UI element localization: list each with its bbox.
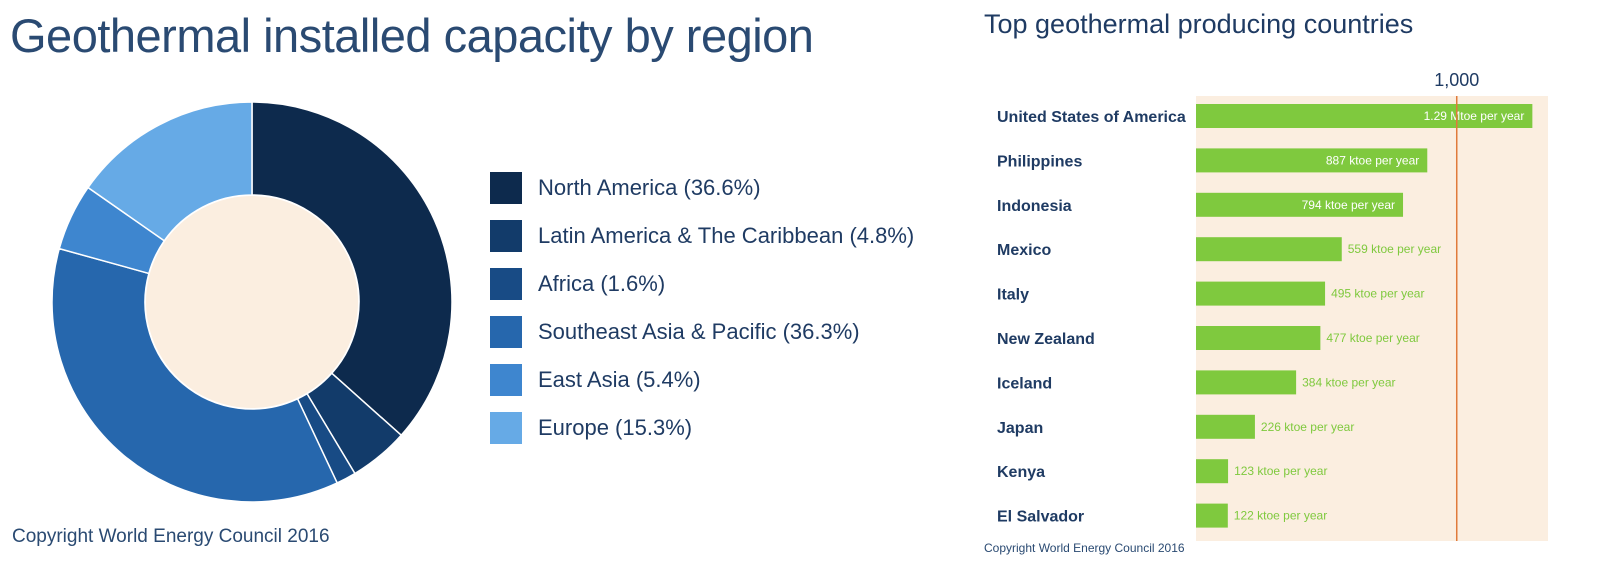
donut-chart — [51, 101, 453, 503]
value-label: 1.29 Mtoe per year — [1424, 109, 1525, 123]
value-label: 384 ktoe per year — [1302, 375, 1395, 389]
donut-chart-title: Geothermal installed capacity by region — [10, 9, 814, 62]
copyright-left: Copyright World Energy Council 2016 — [12, 526, 330, 547]
legend-item: North America (36.6%) — [490, 164, 914, 212]
category-label: Mexico — [997, 242, 1051, 259]
legend-swatch — [490, 268, 522, 300]
legend-item: East Asia (5.4%) — [490, 356, 914, 404]
value-label: 495 ktoe per year — [1331, 287, 1424, 301]
donut-legend: North America (36.6%) Latin America & The… — [490, 164, 914, 452]
legend-swatch — [490, 364, 522, 396]
category-label: Kenya — [997, 464, 1045, 481]
donut-slice — [51, 247, 339, 503]
bar-chart: United States of America 1.29 Mtoe per ye… — [997, 70, 1548, 541]
value-label: 794 ktoe per year — [1302, 198, 1395, 212]
bar — [1196, 503, 1228, 528]
copyright-right: Copyright World Energy Council 2016 — [984, 541, 1185, 555]
legend-item: Europe (15.3%) — [490, 404, 914, 452]
value-label: 559 ktoe per year — [1348, 242, 1441, 256]
value-label: 226 ktoe per year — [1261, 420, 1354, 434]
category-label: Iceland — [997, 375, 1052, 392]
legend-label: North America (36.6%) — [538, 175, 761, 200]
bar — [1196, 192, 1404, 217]
legend-swatch — [490, 412, 522, 444]
legend-label: East Asia (5.4%) — [538, 367, 701, 392]
value-label: 123 ktoe per year — [1234, 464, 1327, 478]
category-label: Italy — [997, 287, 1029, 304]
legend-item: Latin America & The Caribbean (4.8%) — [490, 212, 914, 260]
bar — [1196, 370, 1297, 395]
donut-slice — [86, 101, 253, 242]
donut-hole — [146, 196, 358, 408]
value-label: 887 ktoe per year — [1326, 153, 1419, 167]
bar-chart-title: Top geothermal producing countries — [984, 9, 1414, 39]
bar — [1196, 148, 1428, 173]
category-label: New Zealand — [997, 331, 1095, 348]
bar — [1196, 459, 1229, 484]
bar — [1196, 414, 1255, 439]
legend-swatch — [490, 220, 522, 252]
value-label: 122 ktoe per year — [1234, 509, 1327, 523]
category-label: Philippines — [997, 153, 1082, 170]
bar — [1196, 326, 1321, 350]
legend-swatch — [490, 172, 522, 204]
legend-item: Africa (1.6%) — [490, 260, 914, 308]
bar — [1196, 237, 1342, 262]
legend-item: Southeast Asia & Pacific (36.3%) — [490, 308, 914, 356]
bar — [1196, 104, 1533, 128]
bar — [1196, 281, 1326, 306]
legend-label: Africa (1.6%) — [538, 271, 666, 296]
legend-label: Europe (15.3%) — [538, 415, 693, 440]
value-label: 477 ktoe per year — [1326, 331, 1419, 345]
category-label: Japan — [997, 420, 1043, 437]
category-label: United States of America — [997, 109, 1186, 126]
legend-label: Latin America & The Caribbean (4.8%) — [538, 223, 915, 248]
category-label: El Salvador — [997, 509, 1084, 526]
legend-label: Southeast Asia & Pacific (36.3%) — [538, 319, 860, 344]
reference-line-label: 1,000 — [1434, 70, 1479, 90]
donut-slice — [251, 101, 453, 437]
category-label: Indonesia — [997, 198, 1072, 215]
legend-swatch — [490, 316, 522, 348]
